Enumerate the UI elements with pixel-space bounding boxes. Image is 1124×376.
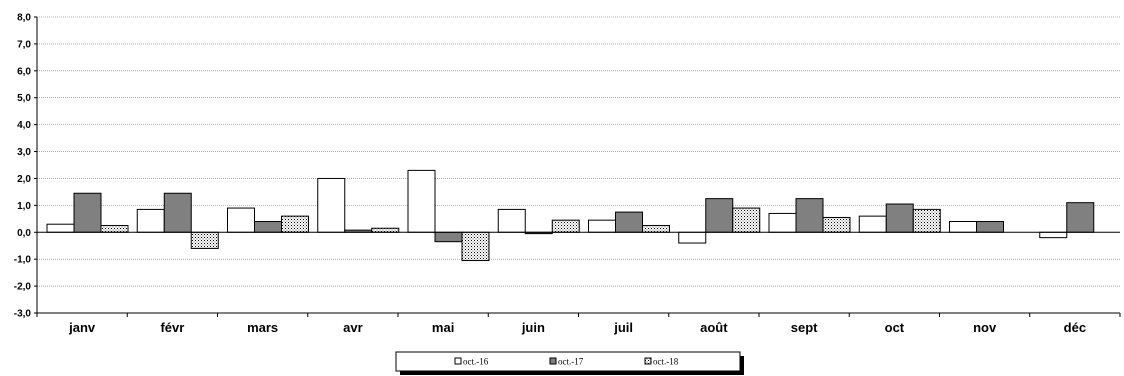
category-label-juil: juil [613,320,633,335]
y-tick-label: -3,0 [14,309,32,320]
y-tick-label: 3,0 [17,147,31,158]
bar-oct.-16-juil [588,219,616,233]
bar-oct.-17-juil [615,211,643,233]
bar-oct.-17-oct [885,203,914,233]
bar-oct.-18-mars [281,215,309,233]
bar-oct.-17-août [705,198,734,233]
bar-oct.-18-oct [912,208,941,233]
bar-oct.-16-févr [136,208,165,233]
legend-swatch-oct.-18 [644,357,652,365]
bar-oct.-16-sept [768,212,797,233]
bar-oct.-16-juin [497,208,526,233]
category-label-mars: mars [247,320,278,335]
legend-label-oct.-16: oct.-16 [463,357,489,367]
legend-label-oct.-17: oct.-17 [558,357,584,367]
bar-oct.-16-déc [1039,231,1068,239]
y-axis-tick-labels: -3,0 -2,0 -1,0 0,0 1,0 2,0 3,0 4,0 5,0 6,0 7,0 8,0 [14,13,37,320]
category-label-mai: mai [432,320,454,335]
category-label-janv: janv [68,320,96,335]
bar-oct.-17-sept [795,198,824,233]
y-tick-label: 0,0 [17,228,31,239]
bar-oct.-17-mai [434,231,463,243]
y-tick-label: -2,0 [14,282,32,293]
y-tick-label: 7,0 [17,39,31,50]
category-label-avr: avr [343,320,363,335]
bar-oct.-18-juil [642,225,670,233]
bar-oct.-17-déc [1066,202,1095,233]
category-label-déc: déc [1064,320,1086,335]
bar-oct.-17-mars [254,221,282,233]
bar-oct.-16-avr [317,177,346,233]
legend-box [395,351,741,372]
bar-oct.-16-nov [949,221,977,233]
category-label-nov: nov [973,320,997,335]
axes [36,17,1121,317]
bar-oct.-16-mai [407,169,436,233]
bar-oct.-18-avr [371,227,400,233]
y-tick-label: -1,0 [14,255,32,266]
bar-oct.-16-oct [858,215,887,233]
y-tick-label: 4,0 [17,120,31,131]
bar-oct.-18-janv [100,225,129,233]
category-label-juin: juin [521,320,545,335]
legend: oct.-16 oct.-17 oct.-18 [395,351,744,375]
x-axis-category-labels: janv févr mars avr mai juin juil août sept oct nov… [68,320,1086,335]
bar-oct.-17-févr [163,192,192,233]
y-tick-label: 5,0 [17,93,31,104]
gridlines [37,16,1120,314]
y-tick-label: 1,0 [17,201,31,212]
bar-oct.-18-févr [190,231,219,249]
legend-swatch-oct.-16 [454,357,462,365]
y-tick-label: 6,0 [17,66,31,77]
legend-label-oct.-18: oct.-18 [653,357,679,367]
category-label-févr: févr [160,320,184,335]
bar-oct.-16-août [678,231,707,244]
bar-oct.-17-janv [73,192,102,233]
y-tick-label: 2,0 [17,174,31,185]
bar-oct.-18-août [732,207,761,233]
bars [46,169,1095,262]
bar-oct.-18-mai [461,231,490,262]
category-label-août: août [700,320,728,335]
bar-oct.-16-janv [46,223,75,233]
y-tick-label: 8,0 [17,13,31,24]
category-label-oct: oct [885,320,905,335]
bar-oct.-18-sept [822,216,851,233]
category-label-sept: sept [791,320,818,335]
bar-oct.-18-juin [551,219,580,233]
legend-swatch-oct.-17 [549,357,557,365]
bar-oct.-16-mars [227,207,255,233]
bar-oct.-17-nov [976,221,1004,233]
